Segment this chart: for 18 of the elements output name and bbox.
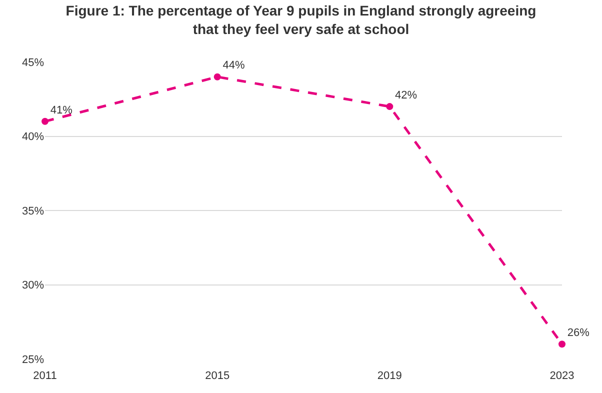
data-label: 44%: [222, 60, 245, 72]
point: [558, 340, 566, 348]
data-label: 26%: [567, 327, 590, 340]
y-tick-label: 25%: [22, 354, 44, 366]
x-tick-label: 2011: [33, 370, 57, 382]
x-tick-label: 2019: [377, 370, 402, 382]
data-label: 41%: [50, 104, 73, 116]
x-tick-label: 2015: [205, 370, 230, 382]
point: [214, 73, 221, 80]
point: [386, 103, 394, 110]
y-tick-label: 30%: [22, 280, 44, 292]
chart-title: Figure 1: The percentage of Year 9 pupils in England strongly agreeing that they feel very safe at school: [66, 2, 536, 37]
y-tick-label: 45%: [22, 56, 44, 69]
y-tick-label: 35%: [22, 205, 44, 218]
data-label: 42%: [395, 89, 418, 102]
x-tick-label: 2023: [550, 370, 574, 382]
y-tick-label: 40%: [22, 131, 44, 144]
point: [42, 118, 48, 125]
